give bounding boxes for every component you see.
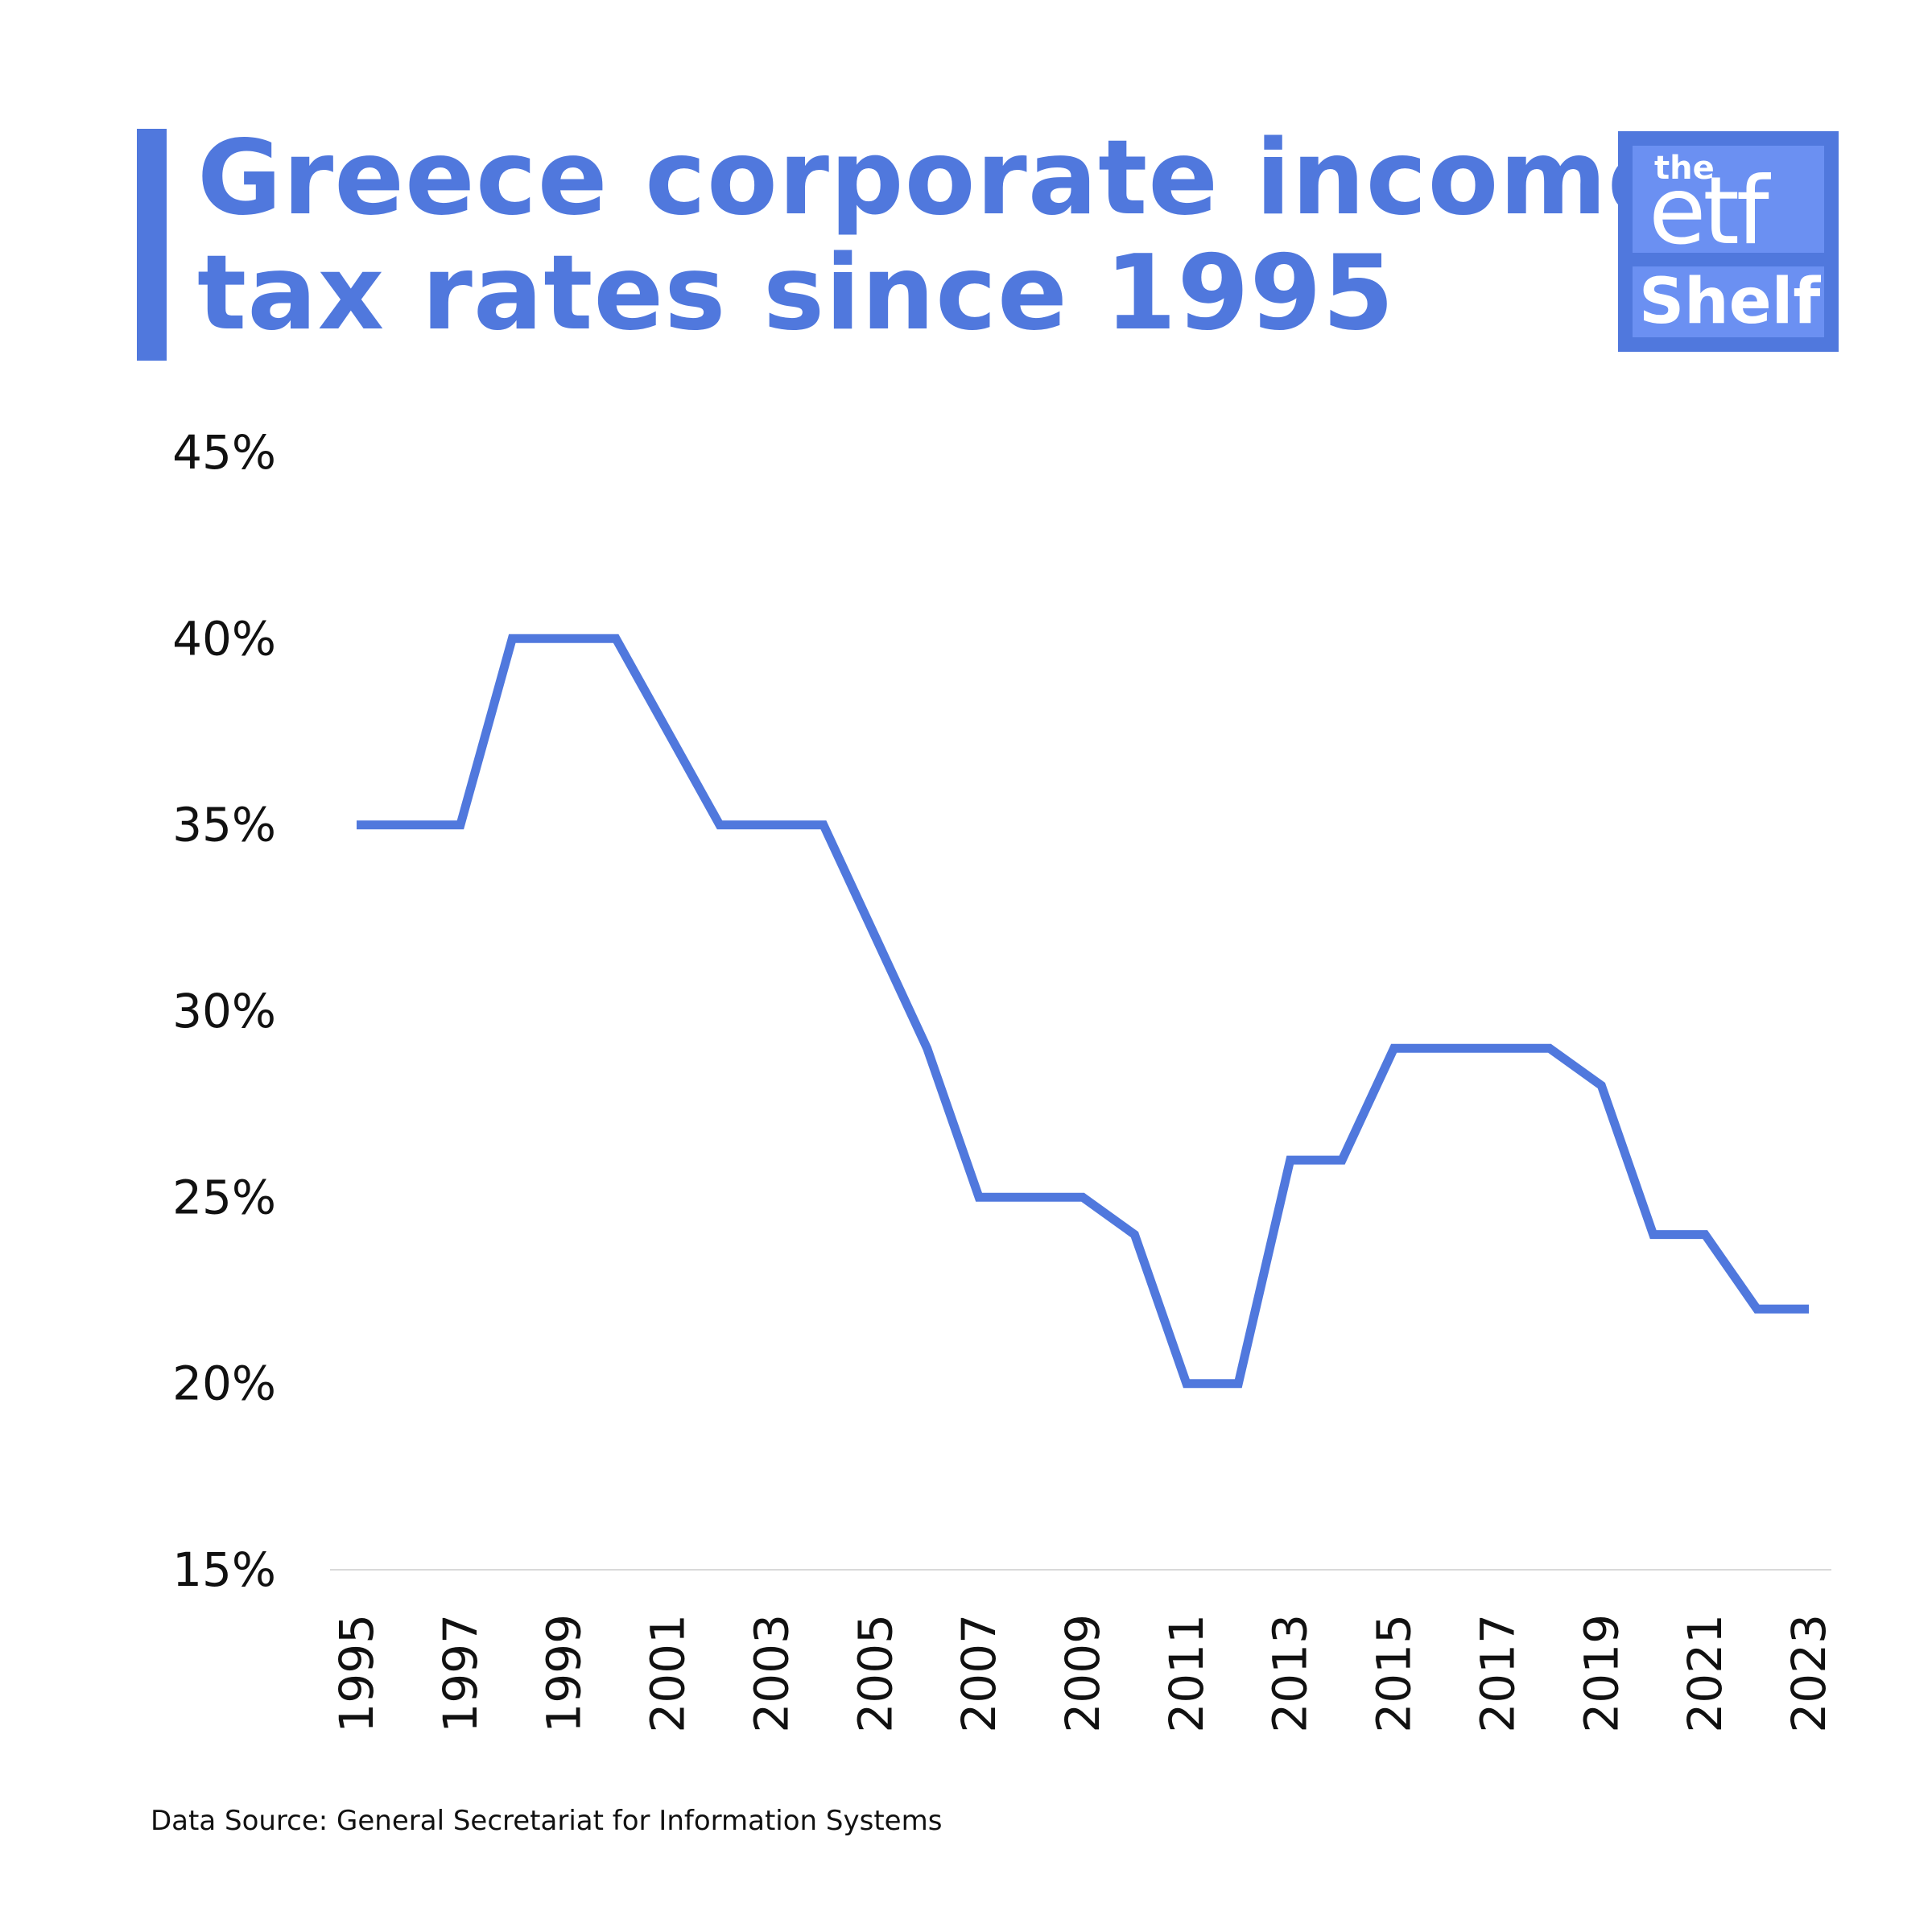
y-tick-label: 15% bbox=[172, 1542, 276, 1597]
title-accent-bar bbox=[137, 129, 167, 361]
x-tick-label: 2019 bbox=[1574, 1614, 1629, 1733]
logo-the-text: the bbox=[1654, 150, 1715, 187]
x-tick-label: 2017 bbox=[1470, 1614, 1525, 1733]
chart-title-line-2: tax rates since 1995 bbox=[197, 233, 1395, 353]
y-tick-label: 20% bbox=[172, 1356, 276, 1411]
y-tick-label: 30% bbox=[172, 984, 276, 1038]
x-tick-label: 2011 bbox=[1159, 1614, 1214, 1733]
x-axis-labels: 1995 1997 1999 2001 2003 2005 2007 2009 2011 2013… bbox=[329, 1614, 1836, 1733]
chart-title: Greece corporate income tax rates since … bbox=[197, 118, 1678, 353]
etf-shelf-logo: the etf Shelf bbox=[1618, 131, 1839, 352]
x-tick-label: 2015 bbox=[1367, 1614, 1422, 1733]
chart-title-line-1: Greece corporate income bbox=[197, 118, 1678, 238]
y-tick-label: 45% bbox=[172, 425, 276, 480]
x-tick-label: 2005 bbox=[848, 1614, 902, 1733]
logo-etf-text: etf bbox=[1649, 157, 1769, 266]
x-tick-label: 2007 bbox=[952, 1614, 1006, 1733]
y-axis-labels: 15% 20% 25% 30% 35% 40% 45% bbox=[172, 425, 276, 1597]
logo-bottom-panel bbox=[1633, 266, 1824, 337]
x-tick-label: 2021 bbox=[1678, 1614, 1732, 1733]
x-tick-label: 1997 bbox=[433, 1614, 488, 1733]
x-tick-label: 2023 bbox=[1781, 1614, 1836, 1733]
x-tick-label: 2009 bbox=[1055, 1614, 1110, 1733]
x-tick-label: 1995 bbox=[329, 1614, 384, 1733]
y-tick-label: 35% bbox=[172, 798, 276, 852]
y-tick-label: 25% bbox=[172, 1170, 276, 1224]
y-tick-label: 40% bbox=[172, 611, 276, 666]
x-tick-label: 2003 bbox=[744, 1614, 799, 1733]
x-tick-label: 1999 bbox=[537, 1614, 592, 1733]
tax-rate-series-line bbox=[357, 634, 1809, 1389]
x-tick-label: 2013 bbox=[1263, 1614, 1318, 1733]
x-tick-label: 2001 bbox=[641, 1614, 696, 1733]
logo-top-panel bbox=[1633, 146, 1824, 253]
logo-shelf-text: Shelf bbox=[1639, 266, 1821, 338]
data-source-note: Data Source: General Secretariat for Inf… bbox=[151, 1805, 943, 1837]
